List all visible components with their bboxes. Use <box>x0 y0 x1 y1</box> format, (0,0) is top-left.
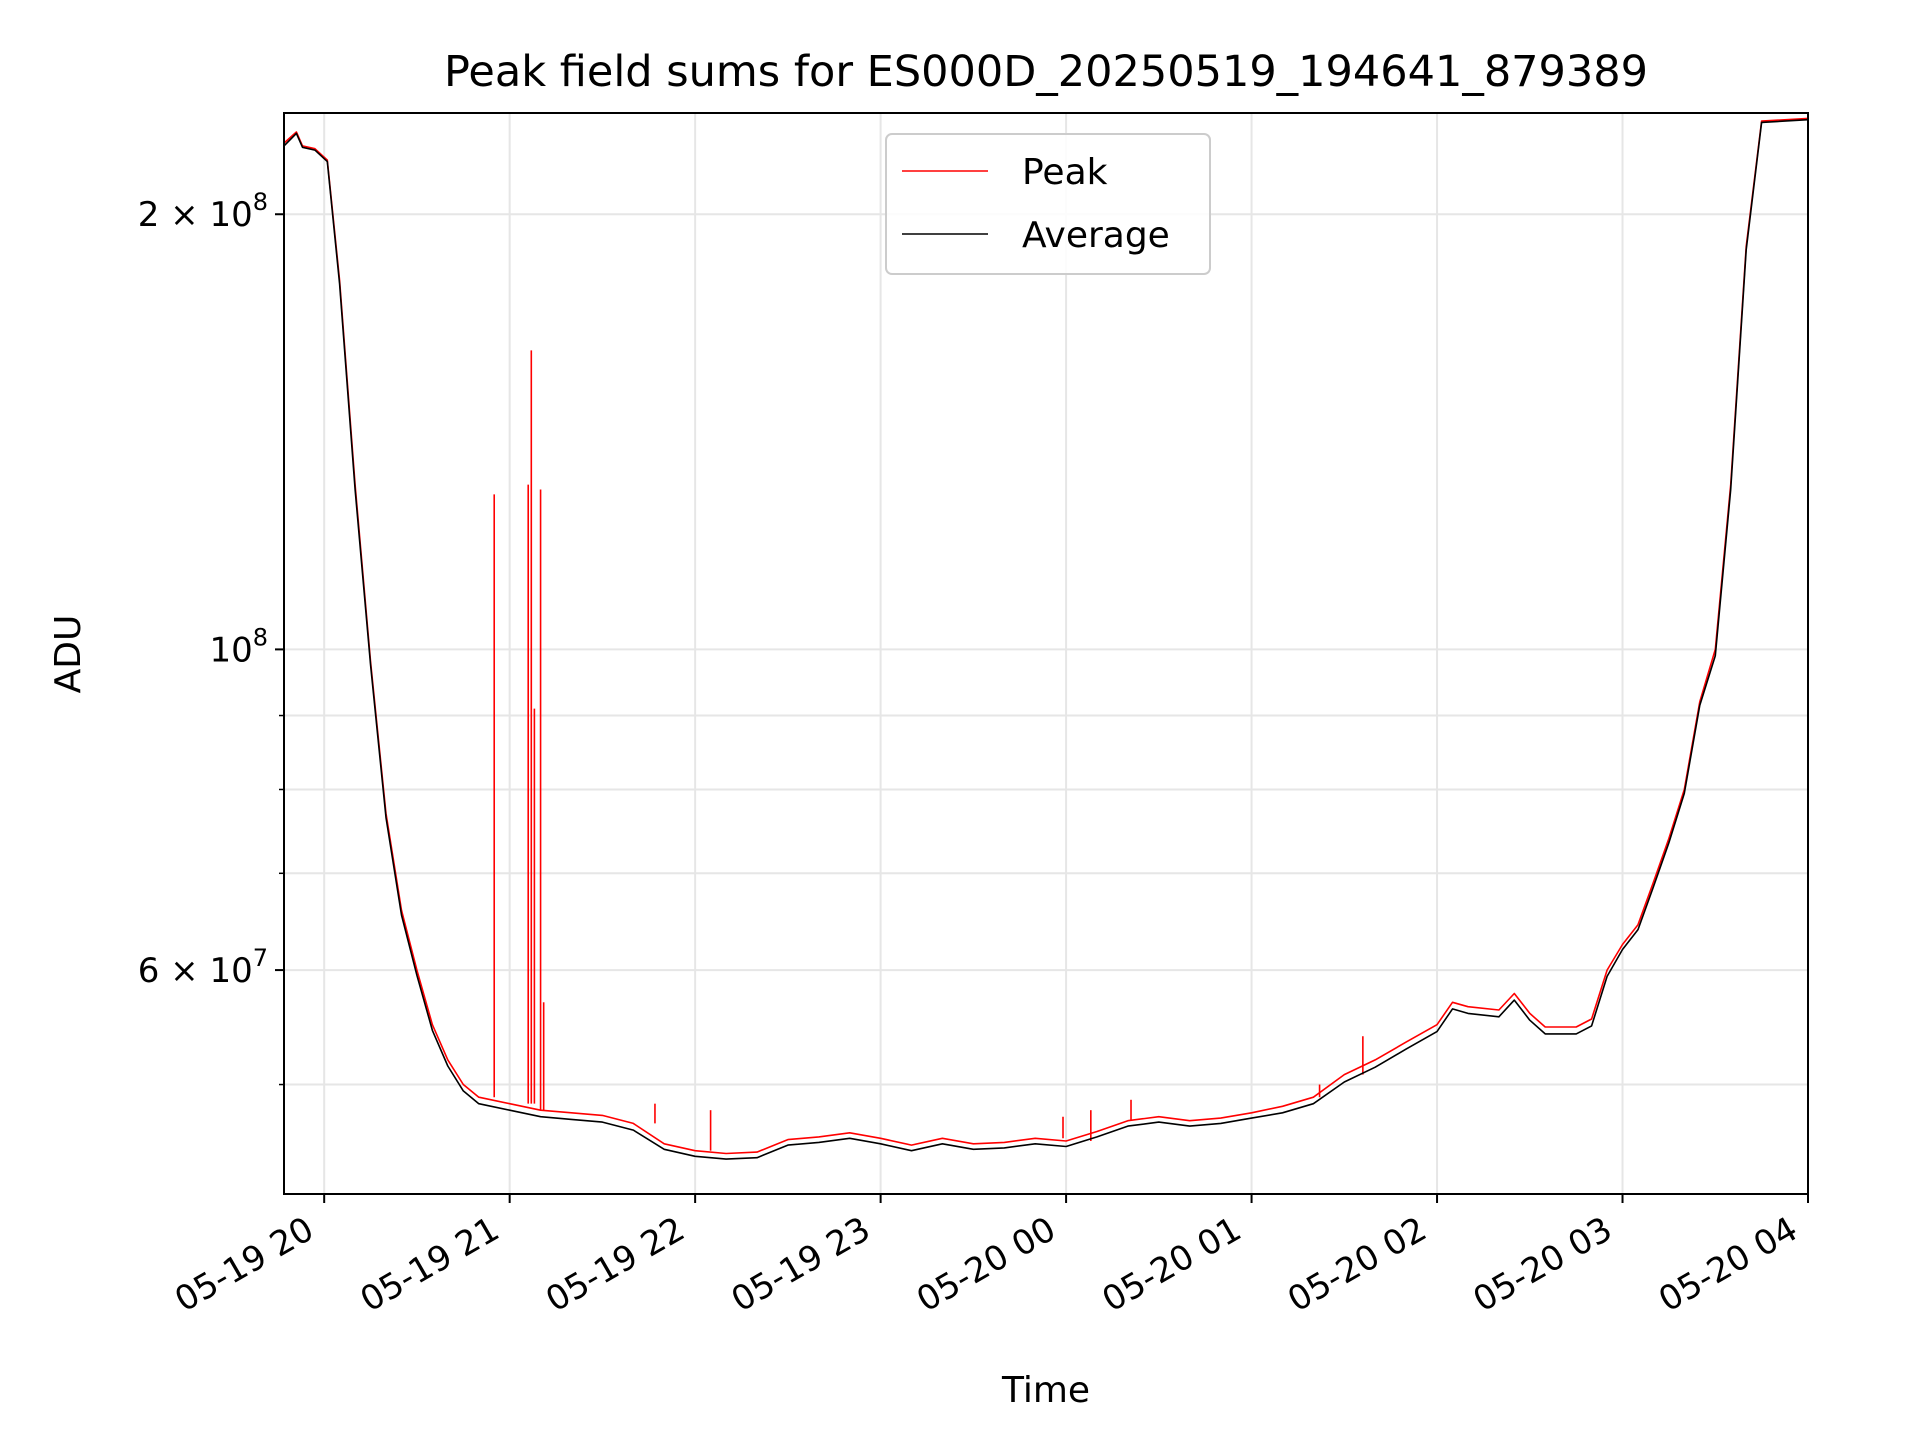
x-axis-title: Time <box>1001 1370 1090 1411</box>
legend-label-peak: Peak <box>1022 152 1108 193</box>
legend-box <box>885 133 1211 275</box>
y-tick-label: 2 × 108 <box>138 188 268 235</box>
y-axis-title: ADU <box>48 615 89 694</box>
chart-title: Peak field sums for ES000D_20250519_1946… <box>444 47 1648 97</box>
plot-frame <box>283 112 1809 1195</box>
series-layer <box>284 117 1808 1160</box>
series-line-peak <box>284 117 1808 1155</box>
legend-label-average: Average <box>1022 215 1170 256</box>
series-line-average <box>284 118 1808 1160</box>
legend: Peak Average <box>885 133 1211 275</box>
y-axis-ticks: 108 2 × 108 6 × 107 <box>138 188 284 1086</box>
y-tick-label: 108 <box>209 623 268 670</box>
y-tick-label: 6 × 107 <box>138 944 268 991</box>
